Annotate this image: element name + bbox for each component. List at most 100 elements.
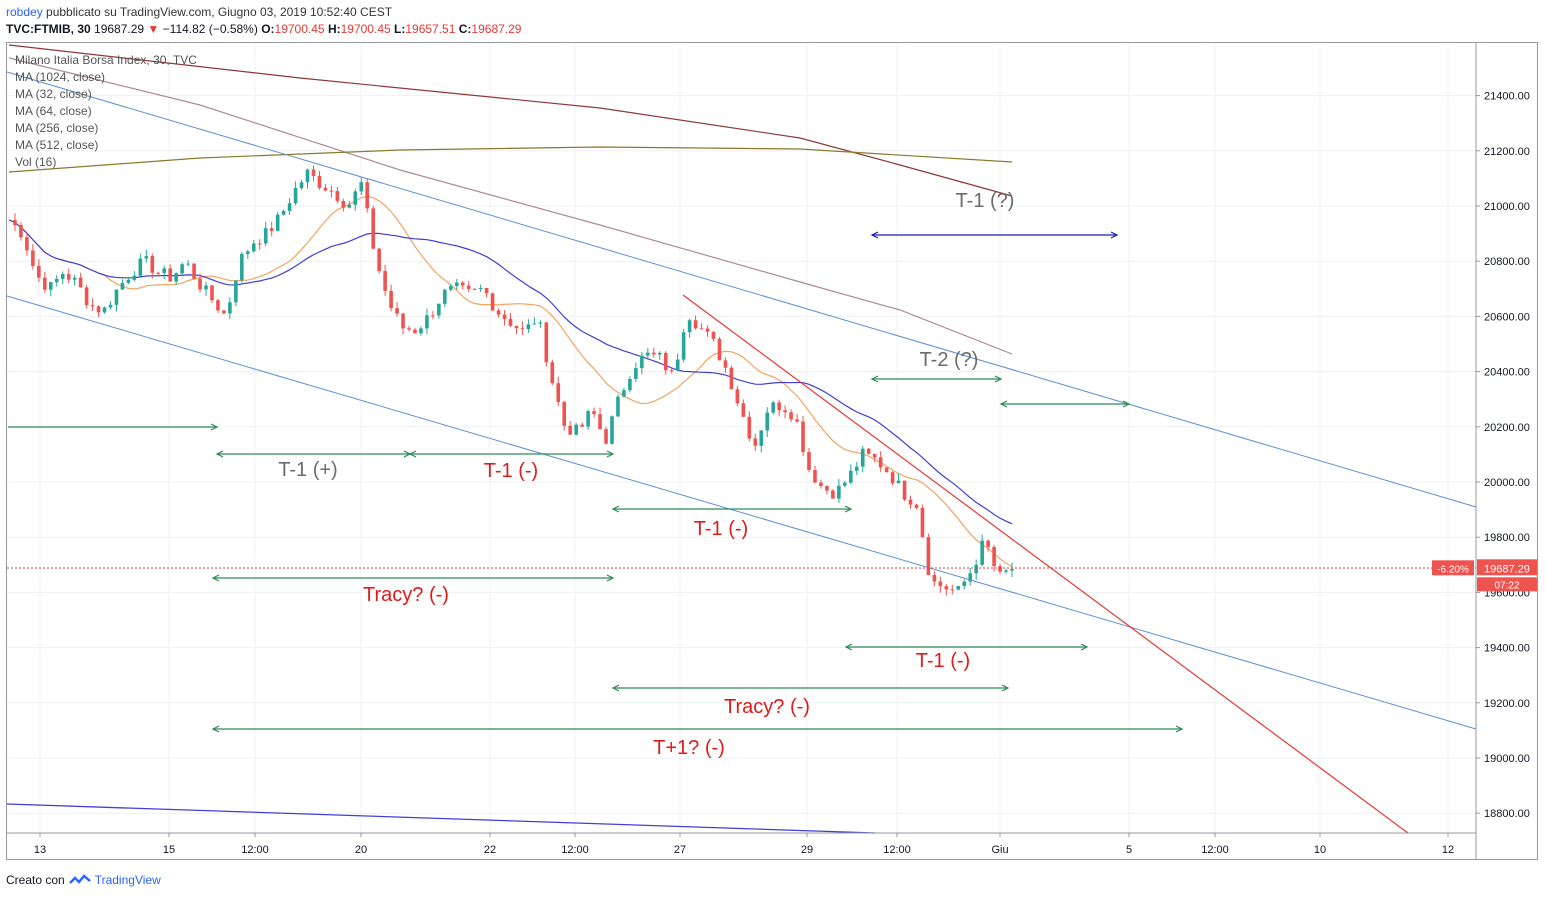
candle-up	[1010, 568, 1014, 571]
price-tick-label: 19000.00	[1484, 753, 1530, 765]
candle-down	[37, 265, 41, 278]
candle-down	[693, 320, 698, 329]
red-trend-line	[682, 294, 1409, 834]
candle-down	[496, 310, 501, 315]
candle-down	[723, 360, 728, 368]
candle-down	[926, 537, 931, 575]
candle-up	[646, 352, 650, 356]
ma-1024-line	[8, 146, 1013, 173]
range-arrow-4-head-right	[844, 505, 853, 513]
time-tick-label: 15	[163, 844, 175, 856]
candle-up	[974, 564, 978, 574]
candle-down	[222, 310, 226, 314]
ma-512-line	[8, 44, 1013, 197]
channel-upper-line	[6, 71, 1477, 508]
time-tick-label: 27	[674, 844, 686, 856]
candle-down	[717, 338, 722, 361]
legend-item: MA (512, close)	[15, 138, 98, 152]
low-value: 19657.51	[405, 22, 456, 36]
publish-text: pubblicato su TradingView.com, Giugno 03…	[42, 5, 393, 19]
legend-item: MA (256, close)	[15, 121, 98, 135]
close-value: 19687.29	[471, 22, 522, 36]
candle-up	[293, 188, 298, 204]
candle-down	[341, 200, 346, 208]
countdown-label: 07:22	[1494, 580, 1519, 591]
candle-up	[854, 466, 859, 471]
price-tick-label: 18800.00	[1484, 808, 1530, 820]
label-t1-q-top: T-1 (?)	[956, 190, 1015, 212]
candle-down	[156, 272, 161, 274]
candle-down	[825, 485, 829, 491]
candle-down	[389, 290, 393, 309]
candle-up	[1004, 570, 1008, 572]
range-arrow-6-head-right	[1110, 231, 1119, 239]
label-tracy-a: Tracy? (-)	[363, 584, 449, 606]
candle-up	[54, 278, 59, 283]
time-tick-label: 12:00	[561, 844, 589, 856]
candle-up	[347, 204, 352, 208]
range-arrow-10-head-right	[1001, 684, 1010, 692]
candle-up	[132, 275, 137, 280]
author-link[interactable]: robdey	[6, 5, 43, 19]
candle-up	[956, 586, 961, 590]
candle-up	[72, 277, 77, 280]
label-t1-plus: T-1 (+)	[278, 459, 337, 481]
candle-down	[986, 540, 990, 547]
candle-up	[759, 430, 764, 446]
candle-down	[592, 411, 596, 415]
candle-up	[657, 352, 662, 355]
candle-up	[610, 416, 614, 444]
candle-up	[120, 282, 125, 290]
candle-down	[431, 315, 435, 317]
price-tick-label: 20600.00	[1484, 311, 1530, 323]
candle-up	[980, 540, 984, 565]
candle-down	[311, 169, 316, 176]
candle-down	[789, 412, 793, 420]
candle-down	[395, 308, 399, 314]
candle-down	[192, 263, 196, 279]
candle-up	[765, 412, 770, 431]
candle-up	[454, 282, 459, 287]
candle-up	[860, 448, 865, 467]
candle-down	[371, 208, 375, 249]
price-chart[interactable]: 18800.0019000.0019200.0019400.0019600.00…	[0, 0, 1546, 870]
candle-down	[598, 414, 602, 430]
candle-down	[813, 469, 817, 483]
high-value: 19700.45	[340, 22, 391, 36]
candle-up	[359, 182, 364, 192]
moving-averages	[8, 44, 1013, 568]
tradingview-link[interactable]: TradingView	[94, 873, 161, 887]
chart-frame[interactable]	[6, 42, 1538, 860]
candle-up	[448, 286, 453, 290]
pct-badge-label: -6.20%	[1437, 564, 1469, 575]
candle-up	[574, 424, 578, 435]
candle-down	[460, 282, 465, 286]
candle-down	[998, 566, 1002, 572]
candle-down	[741, 403, 746, 417]
candle-down	[317, 175, 322, 188]
range-arrow-11-head-left	[211, 725, 220, 733]
ma-256-line	[8, 57, 1013, 355]
candle-down	[407, 328, 411, 330]
price-tick-label: 21000.00	[1484, 201, 1530, 213]
candle-up	[180, 264, 184, 274]
candle-down	[365, 182, 370, 209]
candle-down	[580, 424, 584, 427]
candle-down	[878, 457, 883, 468]
label-t1-minus-c: T-1 (-)	[916, 650, 970, 672]
price-tick-label: 19200.00	[1484, 698, 1530, 710]
candle-down	[866, 448, 871, 454]
candle-up	[419, 328, 423, 334]
time-tick-label: 12:00	[241, 844, 269, 856]
candle-down	[705, 328, 710, 332]
candle-up	[228, 302, 232, 314]
candle-up	[162, 268, 167, 274]
price-tick-label: 19800.00	[1484, 532, 1530, 544]
footer: Creato con TradingView	[6, 873, 161, 887]
ma-32-line	[8, 195, 1013, 568]
candle-down	[198, 278, 202, 290]
symbol: TVC:FTMIB, 30	[6, 22, 91, 36]
range-arrow-5-head-left	[211, 574, 220, 582]
candle-down	[466, 285, 471, 289]
candle-down	[669, 370, 674, 372]
